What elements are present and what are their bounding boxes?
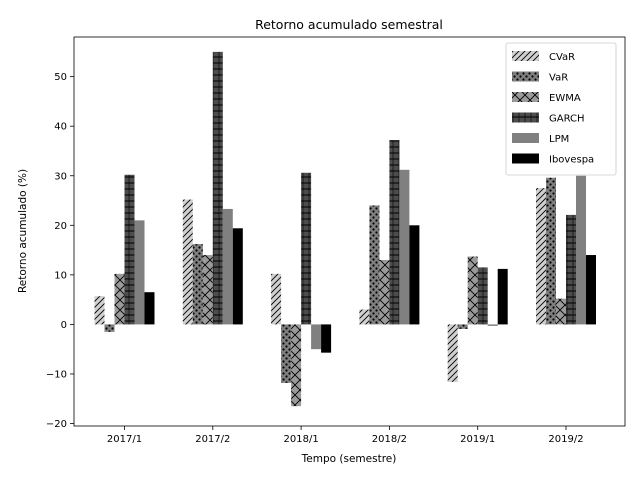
bar-cvar-2018-1 bbox=[271, 273, 282, 325]
legend-swatch-cvar bbox=[512, 51, 539, 61]
y-tick-label: 30 bbox=[54, 171, 67, 182]
bar-var-2019-1 bbox=[457, 324, 468, 329]
bar-cvar-2019-2 bbox=[536, 188, 546, 325]
y-tick-label: 20 bbox=[54, 221, 67, 232]
bar-var-2018-2 bbox=[369, 205, 380, 325]
bar-ewma-2018-1 bbox=[291, 324, 302, 407]
bar-ewma-2017-2 bbox=[202, 255, 213, 325]
bar-ibovespa-2018-1 bbox=[321, 324, 332, 353]
legend-swatch-ibovespa bbox=[512, 153, 539, 164]
bar-ewma-2017-1 bbox=[114, 273, 125, 325]
bar-var-2019-2 bbox=[546, 177, 556, 325]
y-tick-label: −10 bbox=[46, 369, 67, 380]
y-tick-label: 0 bbox=[61, 320, 67, 331]
bar-ewma-2019-1 bbox=[467, 256, 478, 325]
x-tick-label: 2019/2 bbox=[548, 434, 583, 445]
y-tick-label: 50 bbox=[54, 72, 67, 83]
x-tick-label: 2019/1 bbox=[460, 434, 495, 445]
legend-label-ewma: EWMA bbox=[549, 93, 581, 104]
bar-garch-2018-2 bbox=[389, 140, 400, 325]
bar-garch-2019-1 bbox=[477, 267, 488, 325]
legend-label-ibovespa: Ibovespa bbox=[549, 155, 594, 166]
bar-lpm-2018-1 bbox=[311, 324, 322, 350]
bar-cvar-2017-1 bbox=[94, 296, 105, 325]
bar-lpm-2019-1 bbox=[487, 324, 498, 326]
plot-frame bbox=[73, 36, 626, 427]
bar-ibovespa-2019-1 bbox=[497, 268, 508, 325]
bar-ibovespa-2017-2 bbox=[232, 228, 243, 325]
legend-label-garch: GARCH bbox=[549, 114, 585, 125]
legend-swatch-var bbox=[512, 71, 539, 82]
y-axis-label: Retorno acumulado (%) bbox=[17, 169, 29, 293]
legend-label-cvar: CVaR bbox=[549, 52, 575, 63]
legend-label-lpm: LPM bbox=[549, 134, 569, 145]
x-tick-label: 2018/1 bbox=[284, 434, 319, 445]
y-tick-label: 40 bbox=[54, 122, 67, 133]
x-axis-label: Tempo (semestre) bbox=[301, 453, 397, 465]
y-axis-ticks: −20 −10 0 10 20 30 40 50 bbox=[46, 72, 74, 430]
y-tick-label: 10 bbox=[54, 270, 67, 281]
bar-var-2017-2 bbox=[192, 244, 203, 325]
bar-garch-2019-2 bbox=[566, 214, 576, 325]
legend-swatch-ewma bbox=[512, 92, 539, 102]
bar-ibovespa-2018-2 bbox=[409, 225, 420, 325]
x-tick-label: 2017/1 bbox=[107, 434, 142, 445]
bar-cvar-2017-2 bbox=[182, 199, 193, 325]
bar-lpm-2018-2 bbox=[399, 169, 410, 325]
x-axis-ticks: 2017/1 2017/2 2018/1 2018/2 2019/1 2019/2 bbox=[107, 426, 584, 445]
bar-var-2017-1 bbox=[104, 324, 115, 332]
x-tick-label: 2017/2 bbox=[195, 434, 230, 445]
bar-var-2018-1 bbox=[281, 324, 292, 383]
bar-lpm-2017-2 bbox=[222, 208, 233, 325]
y-tick-label: −20 bbox=[46, 419, 67, 430]
legend-label-var: VaR bbox=[549, 73, 568, 84]
legend: CVaR VaR EWMA GARCH LPM Ibovespa bbox=[505, 42, 617, 176]
bar-ewma-2019-2 bbox=[556, 298, 566, 325]
bars-group bbox=[94, 51, 596, 407]
bar-ibovespa-2019-2 bbox=[586, 255, 596, 325]
bar-garch-2017-2 bbox=[212, 51, 223, 325]
x-tick-label: 2018/2 bbox=[372, 434, 407, 445]
bar-cvar-2018-2 bbox=[359, 309, 370, 325]
bar-ewma-2018-2 bbox=[379, 259, 390, 325]
bar-garch-2018-1 bbox=[301, 172, 312, 325]
bar-garch-2017-1 bbox=[124, 174, 135, 325]
bar-cvar-2019-1 bbox=[447, 324, 458, 382]
chart-title: Retorno acumulado semestral bbox=[255, 17, 443, 32]
bar-lpm-2019-2 bbox=[576, 175, 586, 325]
legend-swatch-lpm bbox=[512, 133, 539, 143]
bar-ibovespa-2017-1 bbox=[144, 292, 155, 325]
bar-lpm-2017-1 bbox=[134, 220, 145, 325]
legend-swatch-garch bbox=[512, 112, 539, 123]
